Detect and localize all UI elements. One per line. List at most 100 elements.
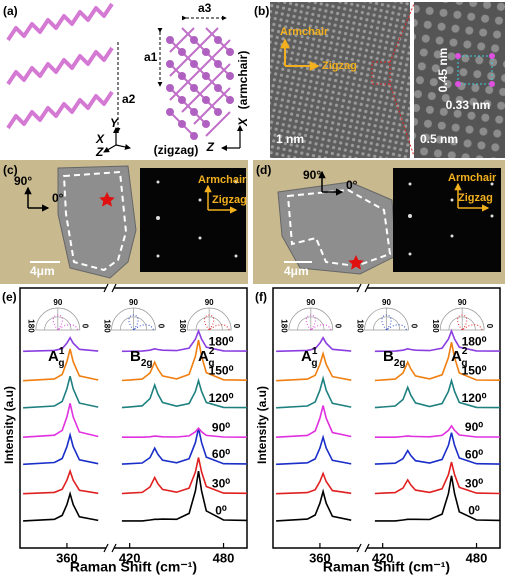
flake bbox=[277, 181, 397, 275]
peak-label: A1 g bbox=[48, 346, 65, 369]
peak-base: B bbox=[383, 348, 394, 365]
y-axis-label: Intensity (a.u) bbox=[2, 386, 16, 464]
spectrum-line bbox=[23, 339, 248, 382]
peak-sub: 2g bbox=[394, 358, 406, 369]
peak-sub: g bbox=[208, 358, 214, 369]
crystal-grid bbox=[169, 27, 231, 137]
polar-label: 180 bbox=[27, 319, 36, 333]
polar-lobe bbox=[204, 314, 230, 331]
series-label: 0⁰ bbox=[215, 504, 227, 518]
spectrum-line bbox=[23, 470, 248, 522]
direction-label: Armchair bbox=[448, 172, 497, 184]
polar-label: 0 bbox=[485, 324, 494, 329]
zoom-box bbox=[371, 61, 391, 85]
spectrum-line bbox=[23, 428, 248, 466]
peak-base: B bbox=[130, 348, 141, 365]
axes-icon bbox=[103, 127, 131, 153]
polar-label: 90 bbox=[306, 298, 315, 307]
series-label: 60⁰ bbox=[465, 447, 483, 461]
direction-label: Zigzag bbox=[322, 60, 357, 72]
series-label: 120⁰ bbox=[462, 391, 487, 405]
axis-break bbox=[103, 283, 117, 293]
spectrum-line bbox=[276, 375, 501, 409]
polar-frame bbox=[364, 307, 409, 331]
panel-a: (a) a3 a1 a2 Y X Z X (armchair) Z (zigza… bbox=[3, 1, 250, 159]
polar-frame bbox=[288, 307, 334, 331]
axis-break bbox=[103, 543, 117, 553]
series-label: 180⁰ bbox=[209, 334, 234, 348]
peak-label: B2g bbox=[130, 348, 153, 369]
unit-atoms bbox=[455, 53, 495, 87]
peak-sup: 1 bbox=[59, 346, 65, 357]
series-label: 90⁰ bbox=[212, 420, 230, 434]
x-axis-label: Raman Shift (cm⁻¹) bbox=[323, 559, 450, 575]
tem-zoom bbox=[414, 2, 505, 158]
polar-label: 0 bbox=[232, 324, 241, 329]
axis-break bbox=[106, 285, 115, 291]
axis-label: Y bbox=[110, 116, 119, 130]
axis-label: Z bbox=[206, 140, 215, 154]
spacing-label: 0.45 nm bbox=[436, 48, 450, 93]
direction-label: Zigzag bbox=[458, 192, 493, 204]
x-tick-label: 420 bbox=[372, 550, 394, 565]
polar-frame bbox=[439, 307, 485, 331]
unit-cell bbox=[457, 55, 493, 85]
axes-icon-right bbox=[221, 125, 243, 151]
polar-lobe bbox=[457, 314, 483, 331]
spectrum-line bbox=[276, 461, 501, 495]
panel-label: (d) bbox=[256, 163, 271, 177]
polar-lobe bbox=[128, 314, 154, 331]
axis-break bbox=[356, 283, 370, 293]
axis-break bbox=[106, 545, 115, 551]
polar-lobe bbox=[381, 314, 407, 331]
scale-label: 1 nm bbox=[276, 132, 304, 146]
plot-frame bbox=[272, 287, 501, 549]
lattice-label: a3 bbox=[198, 1, 212, 15]
polar-label: 0 bbox=[156, 324, 165, 329]
y-axis-label: Intensity (a.u) bbox=[255, 386, 269, 464]
peak-sub: 2g bbox=[141, 358, 153, 369]
polar-lobe bbox=[52, 314, 79, 331]
polar-label: 180 bbox=[280, 319, 289, 333]
x-axis-label: Raman Shift (cm⁻¹) bbox=[70, 559, 197, 575]
tem-image bbox=[270, 2, 410, 158]
series-label: 0⁰ bbox=[468, 504, 480, 518]
polar-frame bbox=[186, 307, 232, 331]
series-label: 150⁰ bbox=[209, 363, 234, 377]
axis-label: Z bbox=[95, 145, 104, 159]
angle-label: 0° bbox=[346, 178, 358, 192]
axis-break bbox=[356, 543, 370, 553]
angle-label: 0° bbox=[52, 191, 64, 205]
polar-label: 180 bbox=[102, 319, 111, 333]
series-label: 60⁰ bbox=[212, 447, 230, 461]
polar-label: 180 bbox=[355, 319, 364, 333]
panel-label: (c) bbox=[3, 163, 18, 177]
diffraction-spots bbox=[408, 182, 494, 256]
peak-sub: g bbox=[461, 358, 467, 369]
direction-label: Armchair bbox=[280, 26, 329, 38]
polar-frame bbox=[111, 307, 156, 331]
peak-label: B2g bbox=[383, 348, 406, 369]
zoom-line bbox=[389, 83, 415, 157]
panel-b: (b) Armchair Zigzag 1 nm 0.45 nm 0.33 nm… bbox=[254, 2, 505, 158]
crystal-atoms bbox=[166, 36, 234, 140]
panel-d: (d) 90° 0° Armchair Zigzag 4μm bbox=[253, 160, 505, 284]
plot-frame bbox=[19, 287, 248, 549]
peak-base: A bbox=[301, 348, 312, 365]
series-label: 120⁰ bbox=[209, 391, 234, 405]
spectrum-line bbox=[276, 475, 501, 522]
zoom-line bbox=[389, 3, 415, 63]
polar-label: 0 bbox=[409, 324, 418, 329]
scale-label: 4μm bbox=[30, 264, 55, 278]
peak-sup: 2 bbox=[209, 346, 215, 357]
polar-label: 90 bbox=[129, 298, 138, 307]
panel-label: (f) bbox=[255, 290, 267, 304]
spectrum-line bbox=[276, 405, 500, 438]
series-label: 30⁰ bbox=[465, 477, 483, 491]
direction-label: Zigzag bbox=[212, 194, 247, 206]
scale-label: 0.5 nm bbox=[420, 132, 458, 146]
flake bbox=[57, 165, 137, 279]
scale-label: 4μm bbox=[284, 264, 309, 278]
